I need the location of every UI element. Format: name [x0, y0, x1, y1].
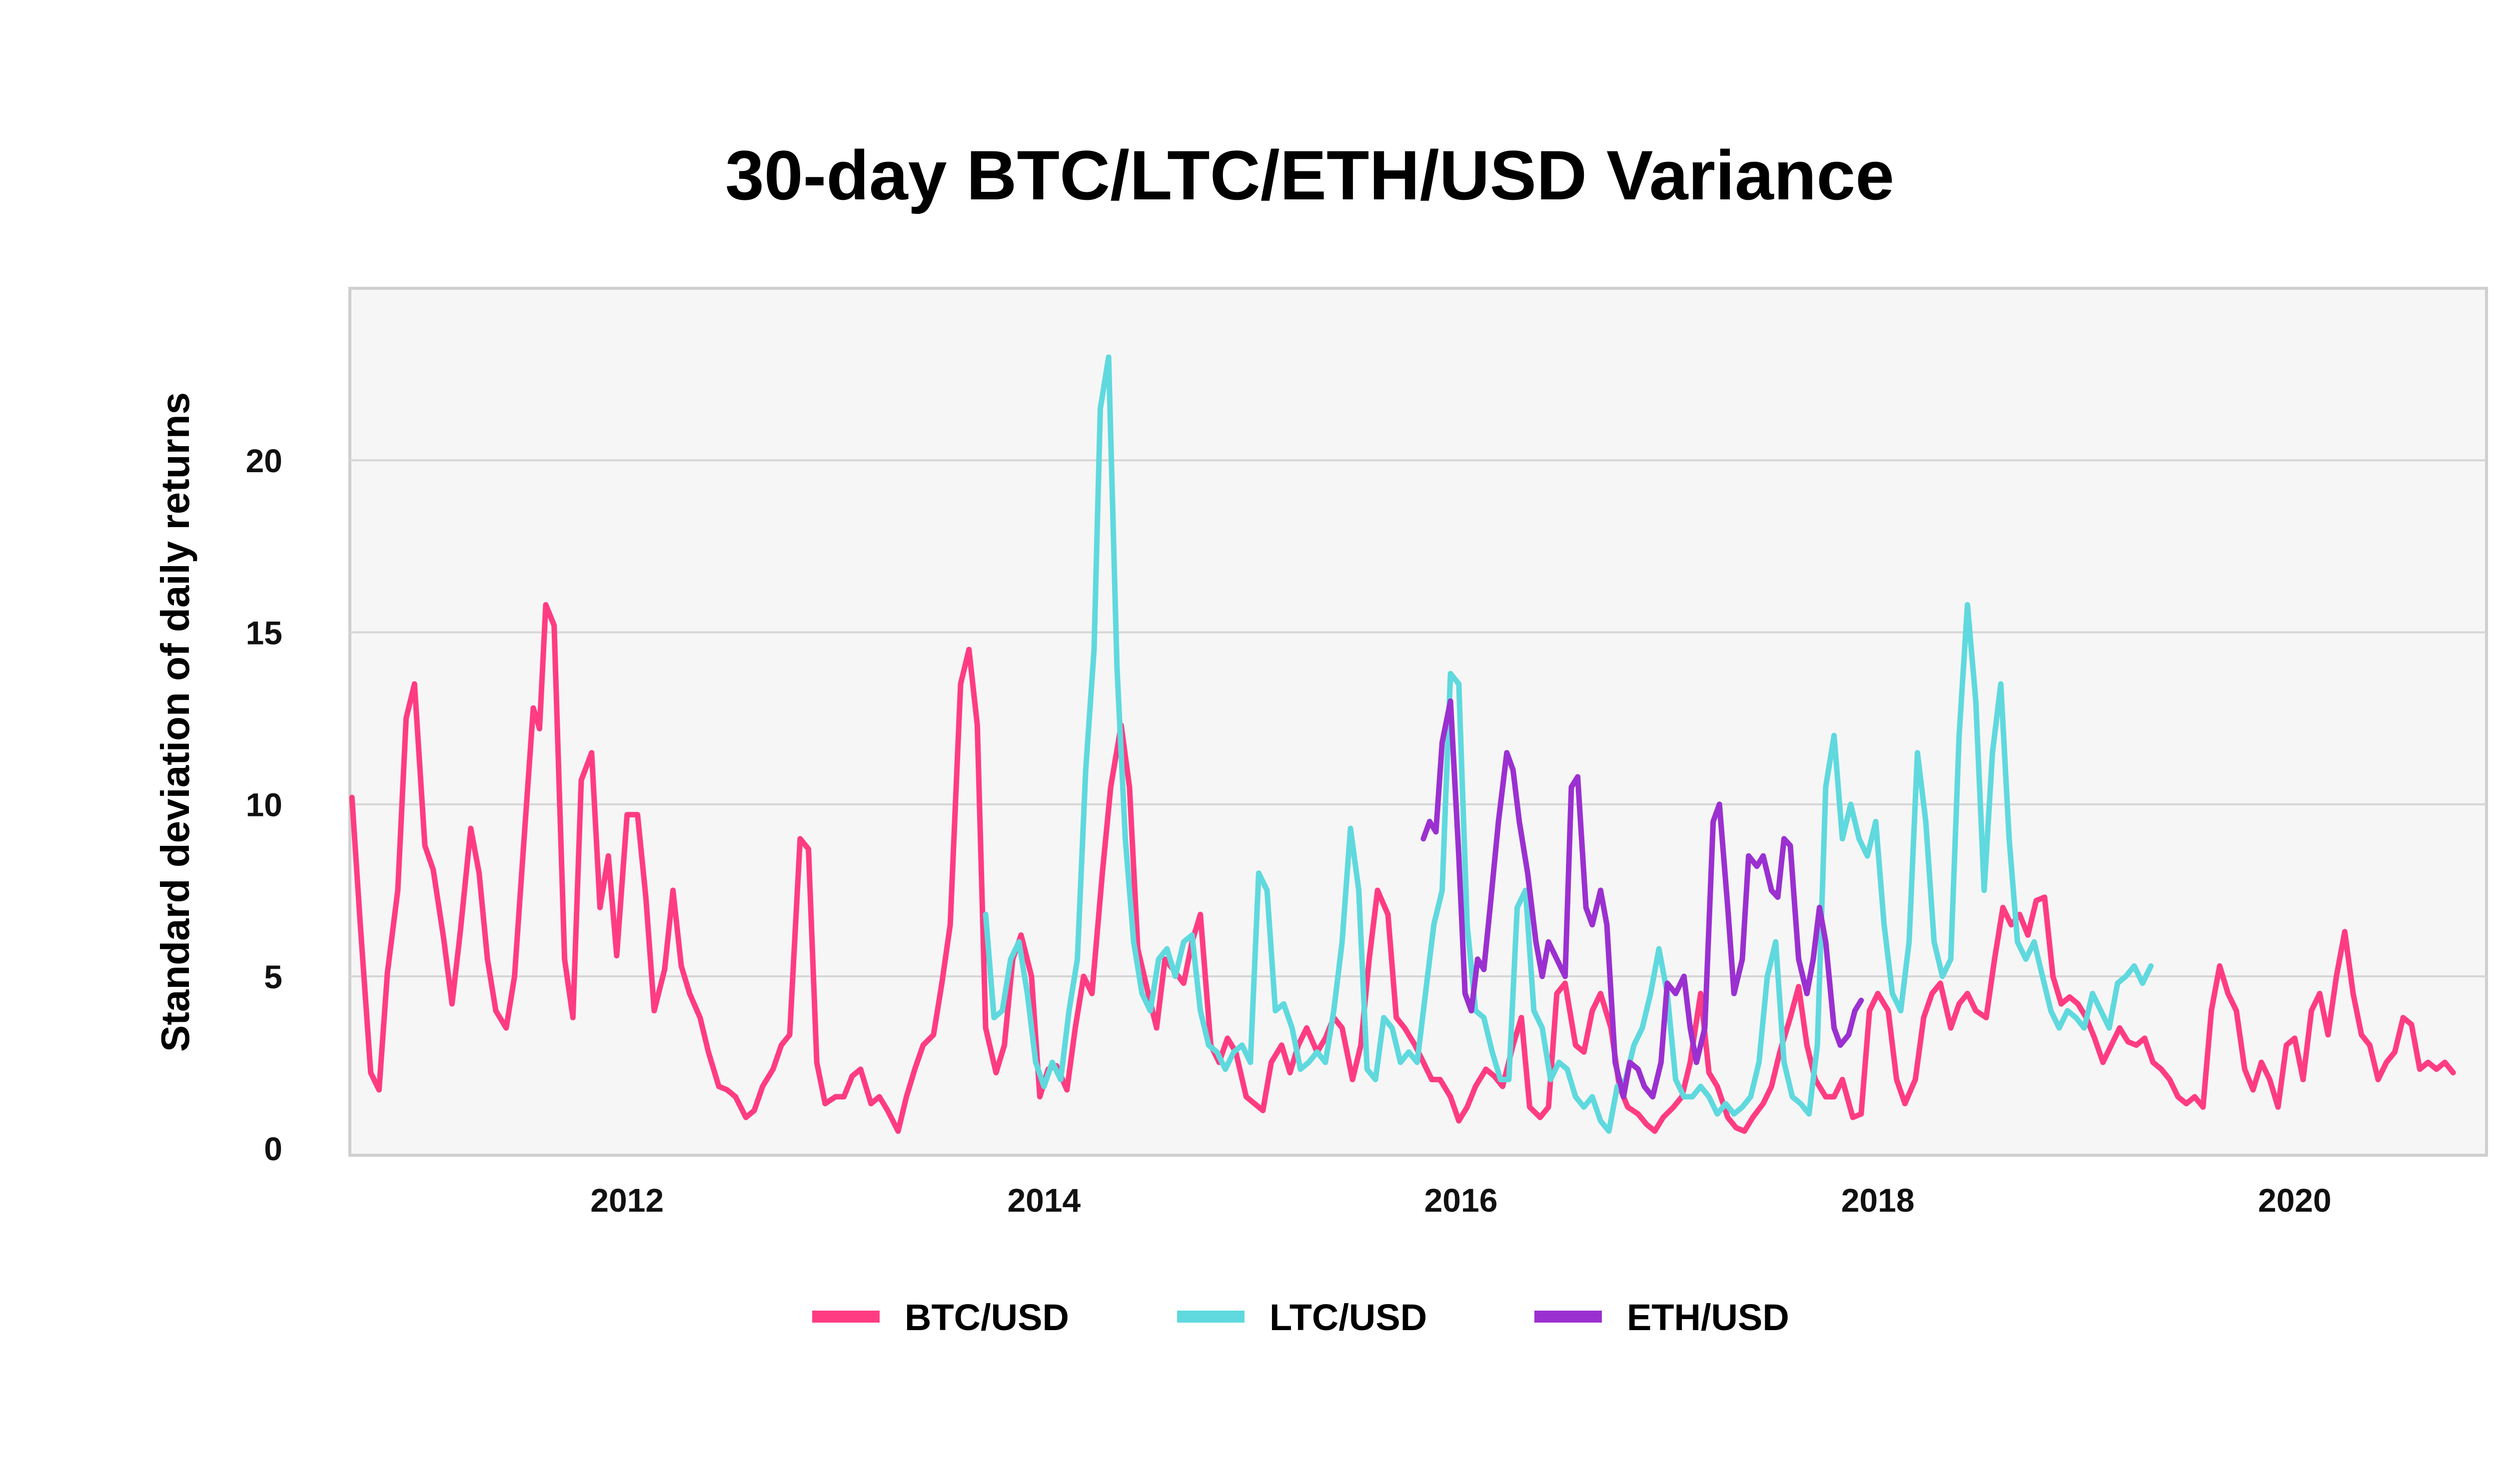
x-tick-label: 2012 [590, 1182, 664, 1219]
x-tick-label: 2014 [1007, 1182, 1081, 1219]
y-tick-label: 5 [264, 958, 282, 995]
y-tick-label: 20 [246, 442, 282, 479]
y-tick-label: 10 [246, 786, 282, 823]
chart-title: 30-day BTC/LTC/ETH/USD Variance [725, 136, 1895, 214]
y-tick-label: 15 [246, 614, 282, 651]
x-axis-ticks: 2012 2014 2016 2018 2020 [590, 1182, 2331, 1219]
grid-lines [350, 459, 2487, 977]
series-line-ethusd [1420, 698, 1864, 1100]
y-axis-ticks: 0 5 10 15 20 [246, 442, 282, 1167]
legend-label-btcusd: BTC/USD [905, 1297, 1069, 1338]
y-tick-label: 0 [264, 1130, 282, 1167]
series-lines [349, 354, 2456, 1134]
x-tick-label: 2018 [1841, 1182, 1915, 1219]
legend-label-ethusd: ETH/USD [1627, 1297, 1789, 1338]
x-tick-label: 2016 [1424, 1182, 1498, 1219]
legend: BTC/USD LTC/USD ETH/USD [812, 1297, 1789, 1338]
y-axis-title: Standard deviation of daily returns [153, 392, 197, 1052]
plot-area [348, 287, 2488, 1157]
legend-label-ltcusd: LTC/USD [1269, 1297, 1427, 1338]
x-tick-label: 2020 [2258, 1182, 2332, 1219]
series-line-ltcusd [983, 354, 2154, 1134]
